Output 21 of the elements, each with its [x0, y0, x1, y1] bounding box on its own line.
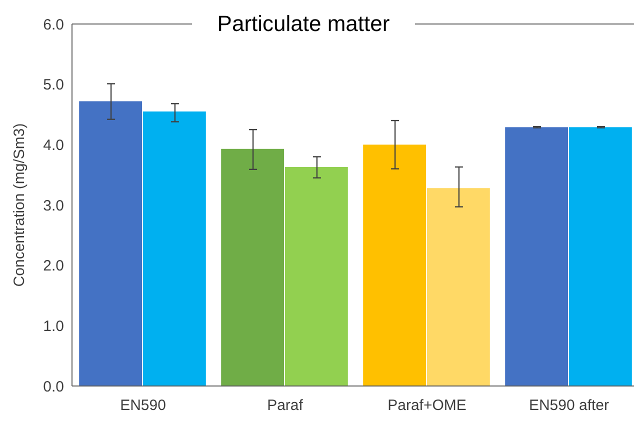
x-tick-label: EN590 after	[528, 397, 610, 414]
bar	[79, 101, 142, 386]
y-tick-label: 0.0	[43, 378, 64, 396]
y-tick-label: 1.0	[43, 318, 64, 335]
y-tick-label: 3.0	[43, 197, 64, 214]
bar	[427, 188, 490, 386]
x-tick-label: EN590	[120, 397, 166, 414]
bar	[363, 144, 426, 386]
bar	[285, 166, 348, 386]
y-tick-label: 5.0	[43, 76, 64, 94]
bar	[143, 111, 206, 386]
chart-title: Particulate matter	[217, 11, 390, 36]
x-tick-label: Paraf+OME	[388, 397, 466, 414]
bar	[569, 127, 632, 386]
y-axis-title: Concentration (mg/Sm3)	[11, 123, 28, 287]
x-tick-label: Paraf	[267, 397, 304, 414]
bar	[505, 127, 568, 386]
y-tick-label: 2.0	[43, 258, 64, 275]
y-tick-label: 4.0	[43, 136, 64, 154]
bar	[221, 148, 284, 386]
y-tick-label: 6.0	[43, 16, 64, 34]
